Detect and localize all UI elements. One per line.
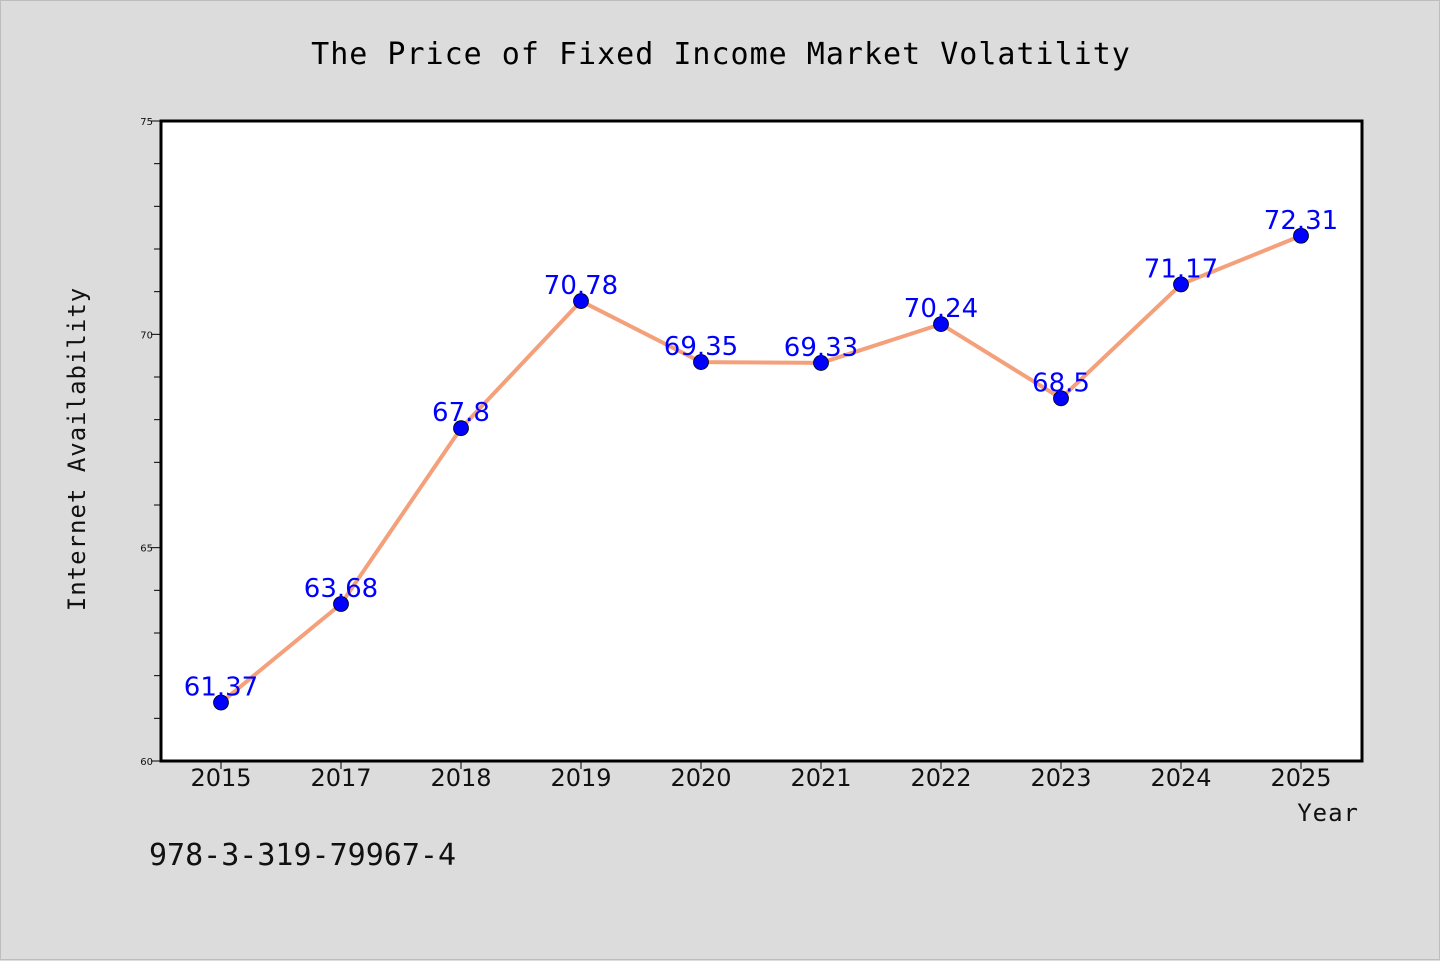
y-tick-label: 75 bbox=[140, 117, 153, 128]
data-label: 71.17 bbox=[1144, 254, 1218, 284]
axes: 60 65 70 75 2015 2017 2018 2019 2020 2021 2022 2023… bbox=[140, 117, 1331, 792]
data-label: 61.37 bbox=[184, 673, 258, 703]
x-tick-label: 2021 bbox=[790, 764, 851, 792]
data-point bbox=[933, 316, 949, 332]
data-point bbox=[333, 596, 349, 612]
data-point bbox=[1293, 227, 1309, 244]
footnote-code: 978-3-319-79967-4 bbox=[149, 838, 456, 873]
x-axis-label: Year bbox=[1297, 799, 1359, 827]
plot-area bbox=[161, 121, 1362, 761]
y-tick-label: 70 bbox=[140, 330, 153, 341]
data-point bbox=[213, 694, 229, 711]
x-tick-label: 2018 bbox=[430, 764, 491, 792]
y-tick-label: 65 bbox=[140, 544, 153, 555]
data-label: 69.33 bbox=[784, 333, 858, 363]
data-label: 70.24 bbox=[904, 294, 978, 324]
x-tick-label: 2024 bbox=[1150, 764, 1211, 792]
y-axis-label: Internet Availability bbox=[63, 287, 91, 611]
data-point bbox=[813, 355, 829, 371]
data-label: 69.35 bbox=[664, 332, 738, 362]
data-point bbox=[1053, 390, 1069, 407]
x-tick-label: 2022 bbox=[910, 764, 971, 792]
series-line bbox=[219, 233, 1303, 705]
chart-title: The Price of Fixed Income Market Volatil… bbox=[311, 37, 1131, 72]
x-tick-label: 2025 bbox=[1270, 764, 1331, 792]
plot-frame bbox=[159, 119, 1364, 763]
data-label: 67.8 bbox=[432, 398, 490, 428]
data-label: 72.31 bbox=[1264, 206, 1338, 236]
y-tick-label: 60 bbox=[140, 757, 153, 768]
x-tick-label: 2017 bbox=[310, 764, 371, 792]
series-layer bbox=[213, 227, 1309, 711]
data-point bbox=[693, 354, 709, 370]
data-label: 68.5 bbox=[1032, 368, 1090, 398]
x-tick-label: 2020 bbox=[670, 764, 731, 792]
data-point bbox=[453, 420, 469, 437]
x-tick-label: 2015 bbox=[190, 764, 251, 792]
x-tick-label: 2023 bbox=[1030, 764, 1091, 792]
x-tick-label: 2019 bbox=[550, 764, 611, 792]
data-label: 63.68 bbox=[304, 574, 378, 604]
data-labels: 61.37 63.68 67.8 70.78 69.35 69.33 70.24 68.5 71… bbox=[184, 206, 1338, 703]
data-point bbox=[1173, 276, 1189, 293]
data-label: 70.78 bbox=[544, 271, 618, 301]
data-point bbox=[573, 293, 589, 309]
